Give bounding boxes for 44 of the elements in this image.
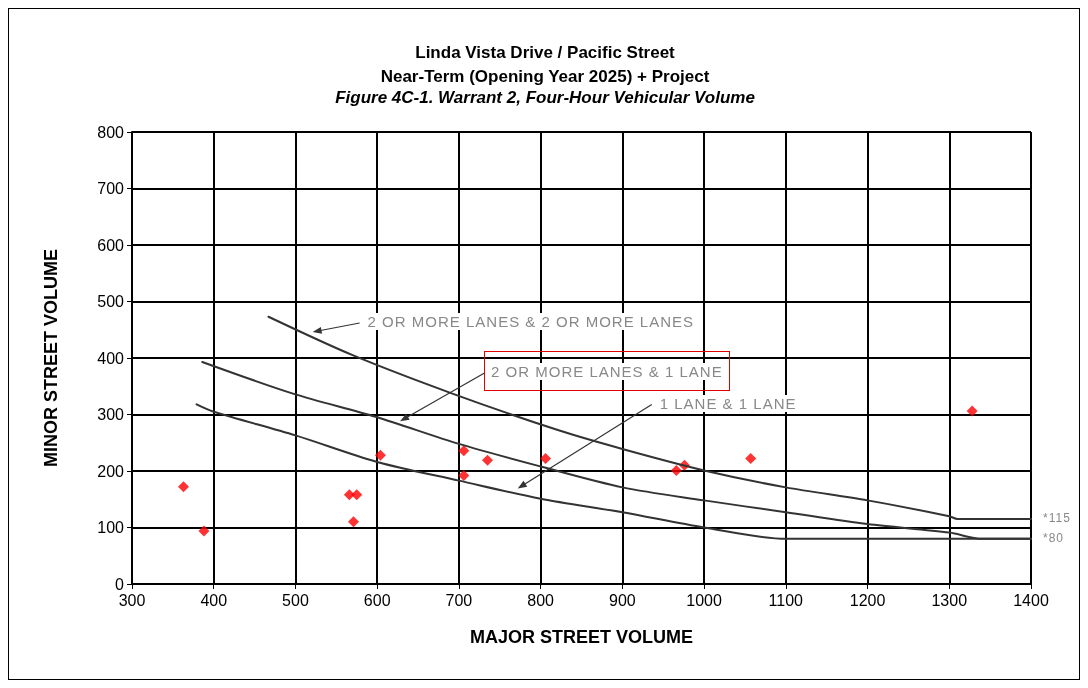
annotation: *115: [1041, 511, 1073, 526]
point: [540, 453, 552, 465]
x-tick-label: 1100: [768, 591, 804, 609]
line-series: [267, 315, 1032, 521]
x-tick-label: 500: [282, 591, 309, 609]
chart-subtitle: Figure 4C-1. Warrant 2, Four-Hour Vehicular Volume: [335, 88, 755, 107]
y-tick-label: 600: [97, 236, 125, 254]
point: [745, 453, 757, 465]
y-axis-title: MINOR STREET VOLUME: [41, 248, 61, 468]
x-tick-label: 300: [118, 591, 146, 609]
x-tick-label: 700: [445, 591, 473, 609]
y-tick-label: 400: [97, 349, 125, 367]
point: [177, 481, 189, 493]
y-tick-label: 200: [97, 462, 125, 480]
y-tick-label: 700: [97, 180, 125, 197]
point: [374, 449, 386, 461]
outline-box: 2 OR MORE LANES & 1 LANE: [484, 351, 730, 392]
x-tick-label: 1000: [686, 591, 722, 609]
y-tick-label: 0: [115, 575, 125, 593]
annotation: *80: [1041, 530, 1067, 545]
x-tick-label: 800: [527, 591, 555, 609]
point: [351, 489, 363, 501]
point: [347, 516, 359, 528]
annotation: 2 OR MORE LANES & 1 LANE: [489, 362, 725, 380]
point: [458, 470, 470, 482]
x-tick-label: 600: [363, 591, 391, 609]
point: [482, 454, 494, 466]
x-tick-label: 1400: [1013, 591, 1049, 609]
x-tick-label: 1200: [849, 591, 886, 609]
x-tick-label: 1300: [931, 591, 968, 609]
y-tick-label: 100: [97, 519, 125, 536]
x-axis-title: MAJOR STREET VOLUME: [469, 627, 694, 647]
point: [458, 445, 470, 457]
annotation: 1 LANE & 1 LANE: [657, 394, 799, 412]
annotation: 2 OR MORE LANES & 2 OR MORE LANES: [365, 313, 697, 330]
y-tick-label: 800: [97, 123, 125, 141]
point: [670, 464, 682, 476]
point: [198, 525, 210, 537]
x-tick-label: 400: [200, 591, 228, 609]
y-tick-label: 300: [97, 406, 125, 423]
y-tick-label: 500: [97, 293, 125, 310]
chart-title: Linda Vista Drive / Pacific Street Near-Term (Opening Year 2025) + Project: [380, 42, 710, 86]
x-tick-label: 900: [609, 591, 636, 609]
point: [966, 405, 978, 417]
